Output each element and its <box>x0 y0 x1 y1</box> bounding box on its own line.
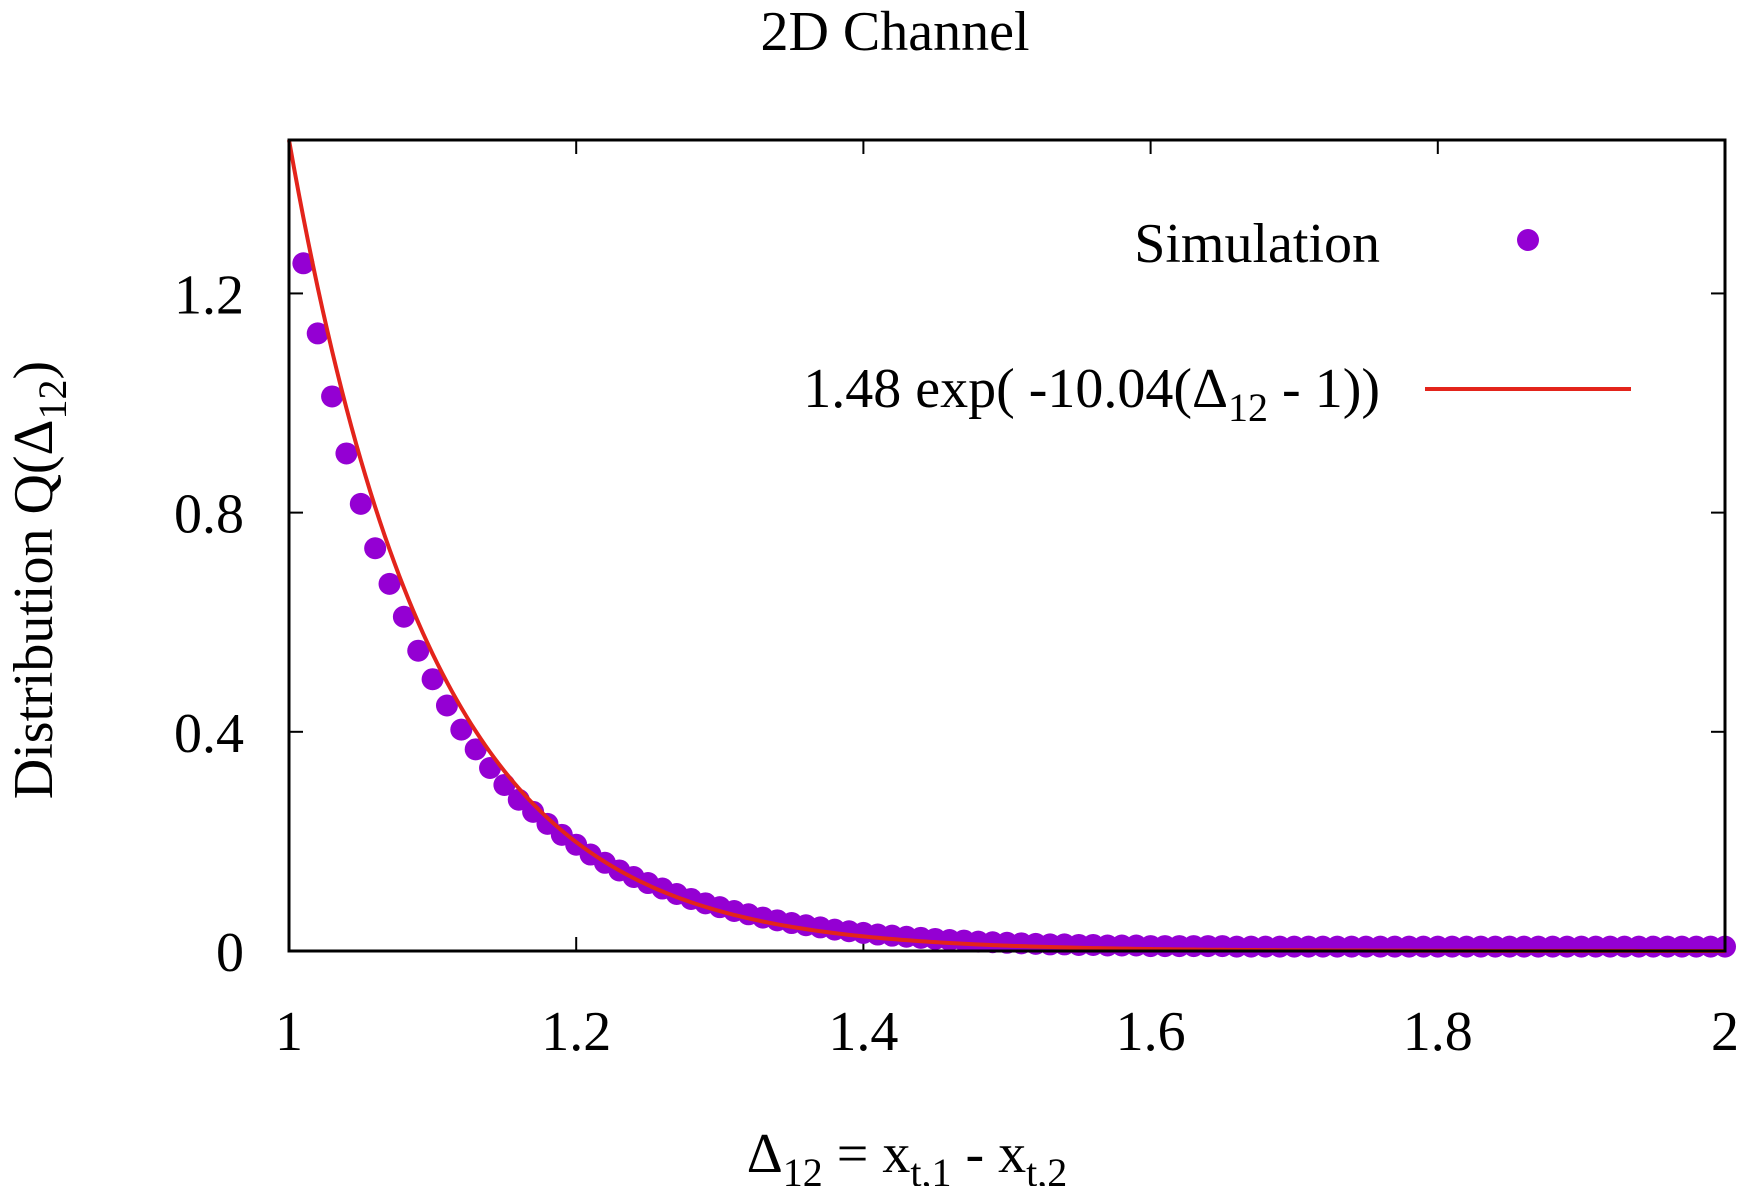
x-label-sub: 12 <box>783 1150 823 1186</box>
simulation-point <box>421 668 444 691</box>
x-label-sub3: t,2 <box>1026 1150 1067 1186</box>
simulation-point <box>522 800 545 823</box>
legend-fit-pre: 1.48 exp( -10.04(Δ <box>803 358 1228 420</box>
x-tick-labels: 1 1.2 1.4 1.6 1.8 2 <box>275 1001 1739 1063</box>
x-tick-label: 1 <box>275 1001 303 1063</box>
x-tick-label: 1.2 <box>541 1001 611 1063</box>
y-label-main: Distribution Q(Δ <box>3 419 65 799</box>
y-tick-label: 0 <box>216 922 244 984</box>
plot-frame <box>287 138 1727 953</box>
simulation-point <box>407 639 430 662</box>
legend-simulation-marker <box>1517 229 1539 251</box>
legend-simulation-label: Simulation <box>1134 213 1380 275</box>
x-tick-label: 1.6 <box>1116 1001 1186 1063</box>
legend-fit-post: - 1)) <box>1268 358 1380 420</box>
simulation-point <box>364 537 387 560</box>
legend-fit-sub: 12 <box>1228 385 1268 430</box>
simulation-point <box>292 252 315 275</box>
y-tick-labels: 0 0.4 0.8 1.2 <box>174 264 244 984</box>
simulation-point <box>435 694 458 717</box>
x-label-mid2: - x <box>951 1123 1026 1185</box>
simulation-point <box>321 385 344 408</box>
simulation-point <box>306 322 329 345</box>
legend: Simulation 1.48 exp( -10.04(Δ12 - 1)) <box>803 213 1631 430</box>
x-label-mid: = x <box>823 1123 911 1185</box>
simulation-point <box>378 572 401 595</box>
x-tick-label: 1.4 <box>828 1001 898 1063</box>
simulation-point <box>450 718 473 741</box>
x-tick-label: 1.8 <box>1403 1001 1473 1063</box>
fit-curve <box>287 139 1725 953</box>
chart-title: 2D Channel <box>760 1 1029 63</box>
y-axis-label: Distribution Q(Δ12) <box>3 361 75 799</box>
y-label-end: ) <box>3 361 65 380</box>
x-axis-label: Δ12 = xt,1 - xt,2 <box>747 1123 1068 1186</box>
x-tick-label: 2 <box>1711 1001 1739 1063</box>
simulation-point <box>464 738 487 761</box>
legend-fit-label: 1.48 exp( -10.04(Δ12 - 1)) <box>803 358 1380 430</box>
y-label-sub: 12 <box>30 379 75 419</box>
x-label-sub2: t,1 <box>910 1150 951 1186</box>
simulation-point <box>349 492 372 515</box>
simulation-point <box>392 605 415 628</box>
y-tick-label: 1.2 <box>174 264 244 326</box>
axis-ticks <box>288 140 1726 952</box>
x-label-main: Δ <box>747 1123 783 1185</box>
y-tick-label: 0.8 <box>174 484 244 546</box>
y-tick-label: 0.4 <box>174 703 244 765</box>
simulation-point <box>335 442 358 465</box>
